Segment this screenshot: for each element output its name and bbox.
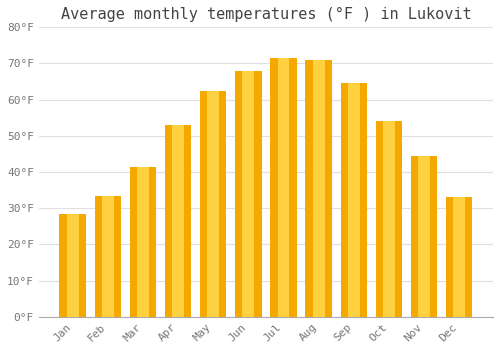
Bar xyxy=(454,197,465,317)
Bar xyxy=(383,121,395,317)
Bar xyxy=(411,156,438,317)
Bar xyxy=(312,60,324,317)
Bar xyxy=(208,91,219,317)
Bar xyxy=(270,58,296,317)
Bar xyxy=(306,60,332,317)
Bar xyxy=(348,83,360,317)
Bar xyxy=(165,125,191,317)
Bar xyxy=(340,83,367,317)
Title: Average monthly temperatures (°F ) in Lukovit: Average monthly temperatures (°F ) in Lu… xyxy=(60,7,471,22)
Bar xyxy=(278,58,289,317)
Bar xyxy=(376,121,402,317)
Bar xyxy=(418,156,430,317)
Bar xyxy=(137,167,149,317)
Bar xyxy=(200,91,226,317)
Bar xyxy=(172,125,184,317)
Bar xyxy=(102,196,114,317)
Bar xyxy=(66,214,78,317)
Bar xyxy=(94,196,121,317)
Bar xyxy=(446,197,472,317)
Bar xyxy=(242,71,254,317)
Bar xyxy=(235,71,262,317)
Bar xyxy=(130,167,156,317)
Bar xyxy=(60,214,86,317)
